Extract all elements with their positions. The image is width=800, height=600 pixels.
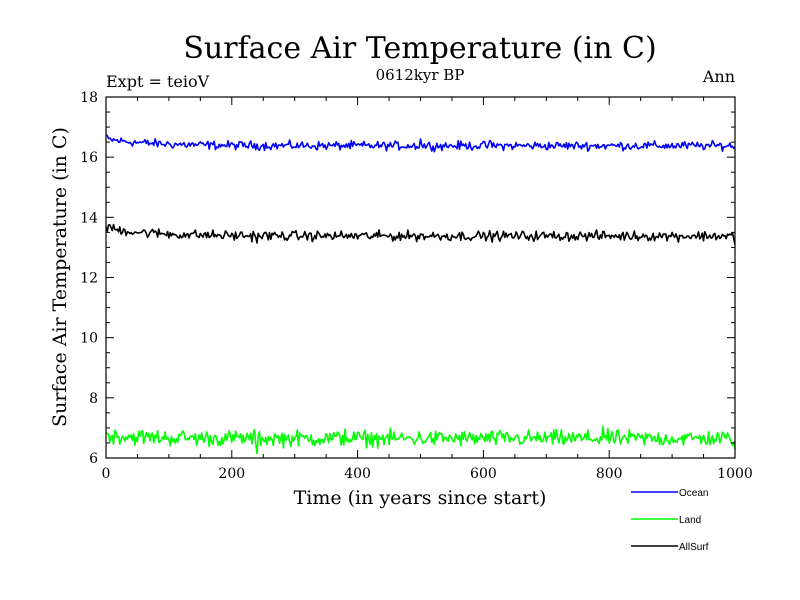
chart-subtitle: 0612kyr BP: [376, 66, 465, 84]
legend: Ocean Land AllSurf: [631, 488, 709, 553]
y-tick-label: 14: [80, 210, 98, 226]
legend-label-ocean: Ocean: [679, 488, 708, 499]
y-tick-label: 18: [80, 90, 98, 106]
y-tick-label: 10: [80, 331, 98, 347]
series-line-land: [105, 425, 736, 455]
legend-label-land: Land: [679, 515, 701, 526]
chart-title: Surface Air Temperature (in C): [183, 31, 656, 66]
season-label: Ann: [702, 67, 735, 86]
y-tick-label: 16: [80, 150, 98, 166]
series-line-ocean: [105, 133, 736, 153]
y-axis-label: Surface Air Temperature (in C): [49, 127, 71, 427]
plot-frame: [105, 96, 736, 459]
x-tick-label: 1000: [717, 466, 753, 482]
x-tick-label: 600: [470, 466, 497, 482]
y-tick-label: 12: [80, 271, 98, 287]
y-tick-label: 8: [89, 391, 98, 407]
x-axis-label: Time (in years since start): [294, 487, 547, 509]
legend-label-allsurf: AllSurf: [679, 542, 709, 553]
x-tick-label: 800: [596, 466, 623, 482]
x-tick-label: 0: [102, 466, 111, 482]
x-tick-label: 400: [344, 466, 371, 482]
series-layer: [105, 133, 736, 455]
axis-layer: 6 8 10 12 14 16 18 0 200 400 600 800 1000: [80, 90, 753, 482]
series-line-allsurf: [105, 223, 736, 245]
x-tick-label: 200: [218, 466, 245, 482]
y-tick-label: 6: [89, 451, 98, 467]
experiment-label: Expt = teioV: [106, 72, 210, 91]
